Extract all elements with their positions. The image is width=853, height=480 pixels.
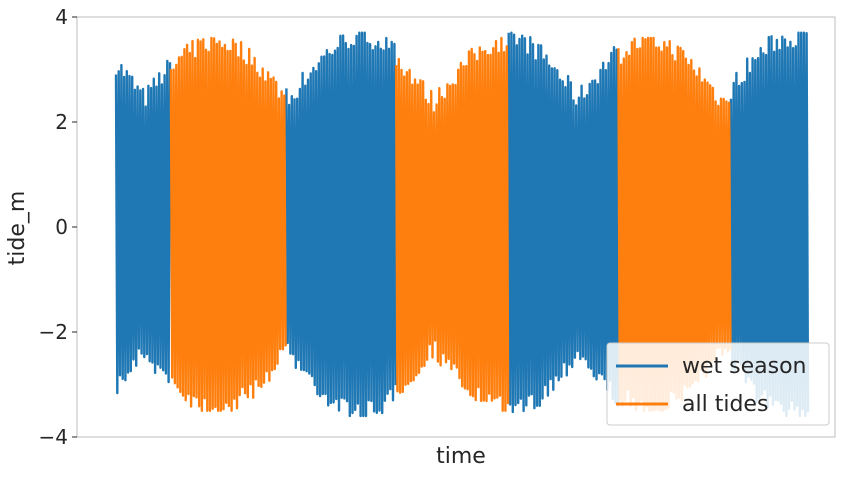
y-ticks: 4 2 0 −2 −4 <box>39 5 77 449</box>
x-axis-label: time <box>436 444 486 469</box>
y-tick-label: 4 <box>55 5 68 29</box>
y-tick-label: 0 <box>55 215 68 239</box>
y-axis-label: tide_m <box>5 191 30 266</box>
series-line-all-tides <box>169 36 287 412</box>
series-line-wet-season <box>729 31 810 418</box>
series-line-wet-season <box>114 59 172 395</box>
legend-label-all-tides: all tides <box>682 392 768 417</box>
series-line-wet-season <box>507 31 620 414</box>
legend-label-wet-season: wet season <box>682 354 807 379</box>
series-line-all-tides <box>394 36 510 412</box>
legend: wet season all tides <box>606 342 830 426</box>
y-tick-label: −4 <box>39 425 68 449</box>
series-line-all-tides <box>617 36 732 412</box>
series-line-wet-season <box>285 31 397 418</box>
y-tick-label: −2 <box>39 320 68 344</box>
series-layer <box>114 31 810 418</box>
y-tick-label: 2 <box>55 110 68 134</box>
